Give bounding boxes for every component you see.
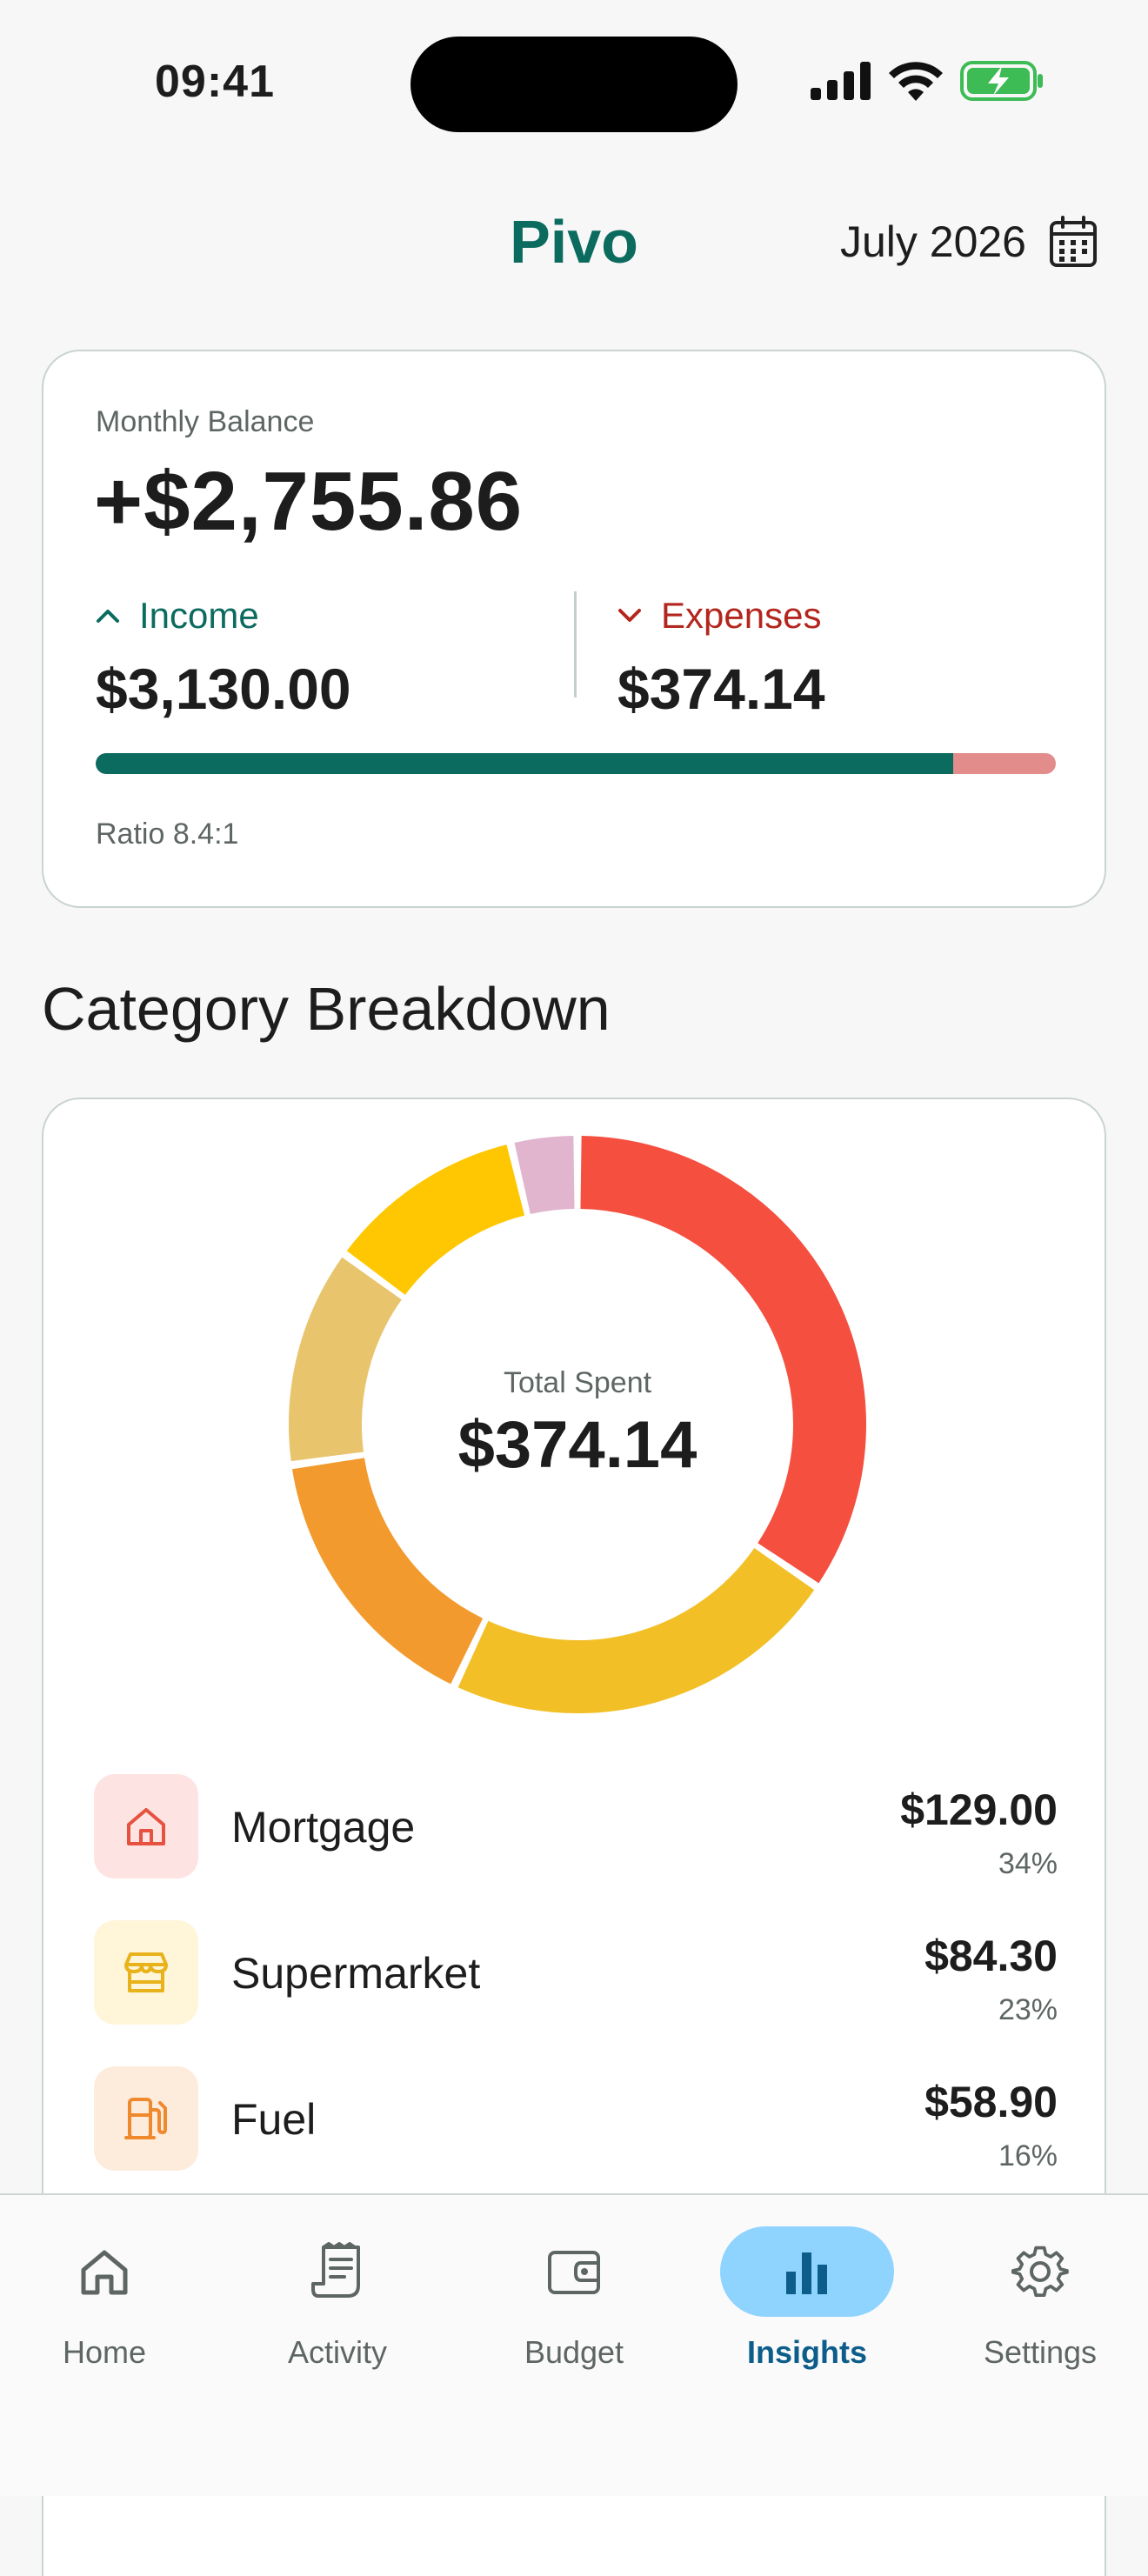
bottom-navigation: Home Activity Budget: [0, 2193, 1148, 2496]
nav-label: Activity: [287, 2334, 387, 2370]
donut-slice-mortgage[interactable]: [580, 1136, 866, 1584]
category-icon-bg: [94, 1774, 198, 1879]
chevron-down-icon: [618, 609, 641, 622]
nav-item-insights[interactable]: Insights: [703, 2226, 911, 2383]
category-list: Mortgage $129.00 34% Supermarket $84.30 …: [94, 1774, 1058, 2212]
expenses-value: $374.14: [617, 657, 825, 721]
category-icon-bg: [94, 1920, 198, 2025]
divider: [574, 591, 577, 697]
home-icon: [81, 2250, 128, 2295]
battery-charging-icon: [960, 61, 1043, 101]
store-icon: [124, 1952, 168, 1992]
receipt-icon: [311, 2242, 360, 2298]
total-spent-label: Total Spent: [503, 1366, 652, 1399]
nav-icon-container-active: [720, 2226, 894, 2317]
section-title: Category Breakdown: [42, 975, 611, 1043]
calendar-icon: [1050, 216, 1097, 267]
chevron-up-icon: [97, 610, 119, 623]
donut-slice-supermarket[interactable]: [457, 1547, 815, 1713]
app-title: Pivo: [510, 208, 638, 276]
category-icon-bg: [94, 2066, 198, 2171]
nav-item-home[interactable]: Home: [0, 2226, 209, 2383]
income-summary: Income $3,130.00: [96, 595, 351, 722]
monthly-balance-card: Monthly Balance +$2,755.86 Income $3,130…: [42, 350, 1106, 908]
ratio-text: Ratio 8.4:1: [96, 818, 239, 851]
total-spent-value: $374.14: [457, 1408, 697, 1482]
nav-label: Budget: [524, 2334, 624, 2370]
house-icon: [127, 1808, 165, 1845]
nav-icon-container: [17, 2226, 191, 2317]
status-bar: 09:41: [0, 0, 1148, 165]
expenses-summary: Expenses $374.14: [617, 595, 825, 722]
income-expense-ratio-bar: [96, 753, 1056, 774]
balance-label: Monthly Balance: [96, 405, 315, 438]
donut-chart: [289, 1136, 866, 1713]
bar-chart-icon: [786, 2252, 827, 2294]
category-amount: $84.30: [924, 1932, 1058, 1980]
app-header: Pivo July 2026: [0, 191, 1148, 313]
ratio-bar-income-fill: [96, 753, 953, 774]
nav-icon-container: [487, 2226, 661, 2317]
status-time: 09:41: [155, 57, 275, 107]
dynamic-island: [410, 37, 738, 132]
income-value: $3,130.00: [96, 657, 351, 721]
nav-label: Home: [62, 2334, 147, 2370]
category-percent: 16%: [998, 2139, 1058, 2172]
month-picker[interactable]: July 2026: [840, 216, 1098, 268]
donut-center: Total Spent $374.14: [287, 1134, 868, 1715]
status-icons: [811, 61, 1044, 101]
donut-slice-fuel[interactable]: [291, 1457, 484, 1685]
category-name: Mortgage: [231, 1803, 416, 1852]
fuel-pump-icon: [124, 2098, 167, 2139]
balance-amount: +$2,755.86: [94, 455, 524, 548]
category-row-supermarket[interactable]: Supermarket $84.30 23%: [94, 1920, 1058, 2066]
nav-icon-container: [250, 2226, 424, 2317]
nav-label: Insights: [746, 2334, 867, 2370]
category-name: Fuel: [231, 2095, 317, 2144]
donut-slice-other-pink[interactable]: [514, 1136, 576, 1215]
category-row-fuel[interactable]: Fuel $58.90 16%: [94, 2066, 1058, 2212]
income-label: Income: [139, 595, 259, 636]
cellular-signal-icon: [811, 62, 871, 100]
category-percent: 23%: [998, 1993, 1058, 2026]
nav-icon-container: [953, 2226, 1127, 2317]
category-row-mortgage[interactable]: Mortgage $129.00 34%: [94, 1774, 1058, 1920]
nav-label: Settings: [983, 2334, 1098, 2370]
category-amount: $129.00: [900, 1785, 1058, 1834]
month-label: July 2026: [839, 217, 1026, 266]
expenses-label: Expenses: [661, 595, 822, 636]
category-name: Supermarket: [231, 1949, 481, 1998]
donut-slice-other-yellow[interactable]: [346, 1145, 525, 1296]
nav-item-budget[interactable]: Budget: [470, 2226, 678, 2383]
wallet-icon: [548, 2251, 600, 2294]
wifi-icon: [889, 62, 943, 101]
category-amount: $58.90: [924, 2078, 1058, 2126]
category-percent: 34%: [998, 1847, 1058, 1880]
nav-item-settings[interactable]: Settings: [936, 2226, 1145, 2383]
nav-item-activity[interactable]: Activity: [233, 2226, 442, 2383]
gear-icon: [1011, 2246, 1069, 2298]
donut-slice-other-tan[interactable]: [289, 1257, 403, 1462]
